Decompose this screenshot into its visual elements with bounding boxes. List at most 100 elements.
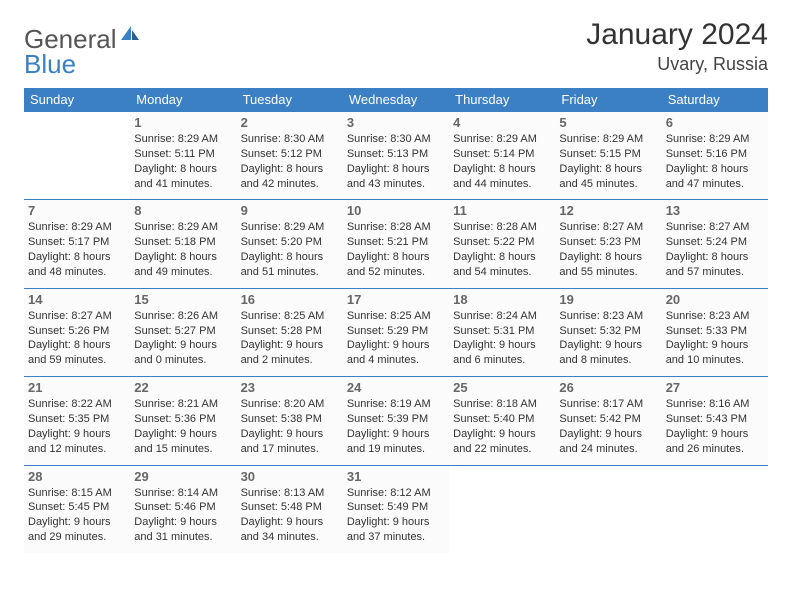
day-number: 25	[453, 380, 551, 395]
day-number: 11	[453, 203, 551, 218]
day-info: Sunrise: 8:15 AMSunset: 5:45 PMDaylight:…	[28, 486, 126, 545]
calendar-day-cell: 6 Sunrise: 8:29 AMSunset: 5:16 PMDaylight…	[662, 112, 768, 200]
calendar-day-cell: 26 Sunrise: 8:17 AMSunset: 5:42 PMDayligh…	[555, 377, 661, 465]
day-info: Sunrise: 8:30 AMSunset: 5:12 PMDaylight:…	[241, 132, 339, 191]
day-info: Sunrise: 8:14 AMSunset: 5:46 PMDaylight:…	[134, 486, 232, 545]
day-number: 21	[28, 380, 126, 395]
calendar-week-row: 1 Sunrise: 8:29 AMSunset: 5:11 PMDaylight…	[24, 112, 768, 200]
calendar-day-cell: 25Sunrise: 8:18 AMSunset: 5:40 PMDayligh…	[449, 377, 555, 465]
day-info: Sunrise: 8:30 AMSunset: 5:13 PMDaylight:…	[347, 132, 445, 191]
day-number: 7	[28, 203, 126, 218]
day-number: 5	[559, 115, 657, 130]
calendar-day-cell: 14 Sunrise: 8:27 AMSunset: 5:26 PMDayligh…	[24, 288, 130, 376]
calendar-day-cell: 22Sunrise: 8:21 AMSunset: 5:36 PMDayligh…	[130, 377, 236, 465]
calendar-day-cell	[555, 465, 661, 553]
day-number: 29	[134, 469, 232, 484]
calendar-day-cell	[24, 112, 130, 200]
calendar-day-cell: 15 Sunrise: 8:26 AMSunset: 5:27 PMDayligh…	[130, 288, 236, 376]
day-info: Sunrise: 8:27 AMSunset: 5:23 PMDaylight:…	[559, 220, 657, 279]
day-info: Sunrise: 8:29 AMSunset: 5:17 PMDaylight:…	[28, 220, 126, 279]
day-info: Sunrise: 8:29 AMSunset: 5:15 PMDaylight:…	[559, 132, 657, 191]
day-info: Sunrise: 8:17 AMSunset: 5:42 PMDaylight:…	[559, 397, 657, 456]
day-number: 31	[347, 469, 445, 484]
calendar-week-row: 28 Sunrise: 8:15 AMSunset: 5:45 PMDayligh…	[24, 465, 768, 553]
day-header: Tuesday	[237, 88, 343, 112]
day-header: Wednesday	[343, 88, 449, 112]
day-number: 30	[241, 469, 339, 484]
calendar-day-cell: 29 Sunrise: 8:14 AMSunset: 5:46 PMDayligh…	[130, 465, 236, 553]
day-number: 2	[241, 115, 339, 130]
page-header: GeneralBlue January 2024 Uvary, Russia	[24, 18, 768, 80]
calendar-day-cell: 17 Sunrise: 8:25 AMSunset: 5:29 PMDayligh…	[343, 288, 449, 376]
calendar-day-cell: 28 Sunrise: 8:15 AMSunset: 5:45 PMDayligh…	[24, 465, 130, 553]
day-info: Sunrise: 8:23 AMSunset: 5:32 PMDaylight:…	[559, 309, 657, 368]
month-title: January 2024	[586, 18, 768, 52]
day-number: 1	[134, 115, 232, 130]
calendar-day-cell: 10Sunrise: 8:28 AMSunset: 5:21 PMDayligh…	[343, 200, 449, 288]
day-info: Sunrise: 8:27 AMSunset: 5:24 PMDaylight:…	[666, 220, 764, 279]
day-number: 28	[28, 469, 126, 484]
calendar-day-cell: 20Sunrise: 8:23 AMSunset: 5:33 PMDayligh…	[662, 288, 768, 376]
day-number: 15	[134, 292, 232, 307]
day-number: 23	[241, 380, 339, 395]
day-info: Sunrise: 8:16 AMSunset: 5:43 PMDaylight:…	[666, 397, 764, 456]
day-number: 12	[559, 203, 657, 218]
day-number: 8	[134, 203, 232, 218]
day-number: 26	[559, 380, 657, 395]
calendar-day-cell: 1 Sunrise: 8:29 AMSunset: 5:11 PMDaylight…	[130, 112, 236, 200]
day-header: Friday	[555, 88, 661, 112]
day-number: 19	[559, 292, 657, 307]
calendar-day-cell: 8 Sunrise: 8:29 AMSunset: 5:18 PMDaylight…	[130, 200, 236, 288]
day-number: 17	[347, 292, 445, 307]
calendar-day-cell: 12 Sunrise: 8:27 AMSunset: 5:23 PMDayligh…	[555, 200, 661, 288]
day-info: Sunrise: 8:29 AMSunset: 5:11 PMDaylight:…	[134, 132, 232, 191]
calendar-day-cell: 18 Sunrise: 8:24 AMSunset: 5:31 PMDayligh…	[449, 288, 555, 376]
day-number: 13	[666, 203, 764, 218]
day-header: Thursday	[449, 88, 555, 112]
day-header: Sunday	[24, 88, 130, 112]
calendar-day-cell: 4 Sunrise: 8:29 AMSunset: 5:14 PMDaylight…	[449, 112, 555, 200]
day-info: Sunrise: 8:29 AMSunset: 5:18 PMDaylight:…	[134, 220, 232, 279]
location-text: Uvary, Russia	[586, 54, 768, 75]
calendar-week-row: 14 Sunrise: 8:27 AMSunset: 5:26 PMDayligh…	[24, 288, 768, 376]
calendar-day-cell	[449, 465, 555, 553]
day-header: Saturday	[662, 88, 768, 112]
calendar-day-cell: 9Sunrise: 8:29 AMSunset: 5:20 PMDaylight…	[237, 200, 343, 288]
day-number: 24	[347, 380, 445, 395]
day-number: 27	[666, 380, 764, 395]
calendar-body: 1 Sunrise: 8:29 AMSunset: 5:11 PMDaylight…	[24, 112, 768, 554]
calendar-day-cell: 13 Sunrise: 8:27 AMSunset: 5:24 PMDayligh…	[662, 200, 768, 288]
day-info: Sunrise: 8:21 AMSunset: 5:36 PMDaylight:…	[134, 397, 232, 456]
day-info: Sunrise: 8:24 AMSunset: 5:31 PMDaylight:…	[453, 309, 551, 368]
calendar-header-row: SundayMondayTuesdayWednesdayThursdayFrid…	[24, 88, 768, 112]
day-number: 10	[347, 203, 445, 218]
day-info: Sunrise: 8:25 AMSunset: 5:28 PMDaylight:…	[241, 309, 339, 368]
day-info: Sunrise: 8:27 AMSunset: 5:26 PMDaylight:…	[28, 309, 126, 368]
day-number: 3	[347, 115, 445, 130]
calendar-day-cell: 30Sunrise: 8:13 AMSunset: 5:48 PMDayligh…	[237, 465, 343, 553]
calendar-day-cell: 27 Sunrise: 8:16 AMSunset: 5:43 PMDayligh…	[662, 377, 768, 465]
calendar-table: SundayMondayTuesdayWednesdayThursdayFrid…	[24, 88, 768, 553]
day-info: Sunrise: 8:28 AMSunset: 5:22 PMDaylight:…	[453, 220, 551, 279]
day-info: Sunrise: 8:26 AMSunset: 5:27 PMDaylight:…	[134, 309, 232, 368]
calendar-day-cell: 23Sunrise: 8:20 AMSunset: 5:38 PMDayligh…	[237, 377, 343, 465]
day-header: Monday	[130, 88, 236, 112]
day-number: 14	[28, 292, 126, 307]
day-info: Sunrise: 8:29 AMSunset: 5:16 PMDaylight:…	[666, 132, 764, 191]
calendar-day-cell: 16 Sunrise: 8:25 AMSunset: 5:28 PMDayligh…	[237, 288, 343, 376]
calendar-day-cell: 7 Sunrise: 8:29 AMSunset: 5:17 PMDaylight…	[24, 200, 130, 288]
sail-icon	[119, 18, 141, 49]
day-info: Sunrise: 8:25 AMSunset: 5:29 PMDaylight:…	[347, 309, 445, 368]
day-info: Sunrise: 8:12 AMSunset: 5:49 PMDaylight:…	[347, 486, 445, 545]
day-info: Sunrise: 8:29 AMSunset: 5:14 PMDaylight:…	[453, 132, 551, 191]
calendar-day-cell: 21 Sunrise: 8:22 AMSunset: 5:35 PMDayligh…	[24, 377, 130, 465]
calendar-day-cell: 5 Sunrise: 8:29 AMSunset: 5:15 PMDaylight…	[555, 112, 661, 200]
day-info: Sunrise: 8:22 AMSunset: 5:35 PMDaylight:…	[28, 397, 126, 456]
calendar-week-row: 7 Sunrise: 8:29 AMSunset: 5:17 PMDaylight…	[24, 200, 768, 288]
day-number: 4	[453, 115, 551, 130]
calendar-day-cell: 2 Sunrise: 8:30 AMSunset: 5:12 PMDaylight…	[237, 112, 343, 200]
day-number: 6	[666, 115, 764, 130]
day-number: 16	[241, 292, 339, 307]
day-number: 18	[453, 292, 551, 307]
calendar-day-cell: 3 Sunrise: 8:30 AMSunset: 5:13 PMDaylight…	[343, 112, 449, 200]
